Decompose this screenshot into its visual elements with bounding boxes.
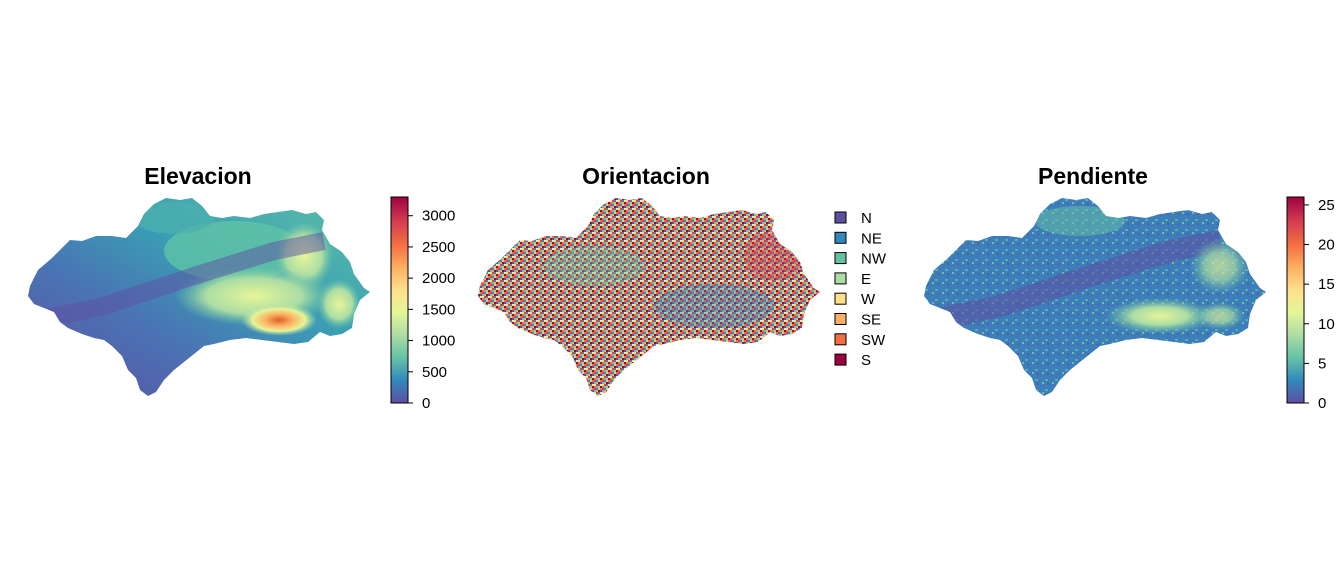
colorbar-ramp bbox=[390, 196, 409, 404]
aspect-raster bbox=[478, 198, 820, 396]
colorbar-tick-label: 500 bbox=[422, 364, 447, 381]
panel-orientacion: Orientacion N NE NW EW SE SW S bbox=[478, 163, 887, 396]
colorbar-tick-label: 10 bbox=[1318, 316, 1335, 333]
legend-label: S bbox=[861, 352, 871, 369]
slope-colorbar: 0 5 10 15 20 25 bbox=[1286, 196, 1335, 412]
slope-raster bbox=[924, 198, 1266, 396]
colorbar-ticks: 0 500 1000 1500 2000 2500 3000 bbox=[408, 208, 455, 412]
colorbar-ramp bbox=[1286, 196, 1305, 404]
colorbar-tick-label: 3000 bbox=[422, 208, 455, 225]
colorbar-tick-label: 1000 bbox=[422, 333, 455, 350]
legend-swatch bbox=[834, 333, 847, 346]
colorbar-tick-label: 2000 bbox=[422, 270, 455, 287]
legend-label: NW bbox=[861, 251, 887, 268]
colorbar-tick-label: 1500 bbox=[422, 301, 455, 318]
panel-title: Orientacion bbox=[582, 163, 710, 189]
colorbar-tick-label: 0 bbox=[1318, 395, 1326, 412]
colorbar-tick-label: 2500 bbox=[422, 239, 455, 256]
panel-title: Pendiente bbox=[1038, 163, 1148, 189]
legend-label: E bbox=[861, 271, 871, 288]
panel-title: Elevacion bbox=[144, 163, 251, 189]
panel-pendiente: Pendiente 0 5 10 15 20 25 bbox=[924, 163, 1335, 412]
legend-label: W bbox=[861, 291, 876, 308]
legend-swatch bbox=[834, 353, 847, 366]
legend-label: SW bbox=[861, 332, 886, 349]
legend-swatch bbox=[834, 313, 847, 325]
legend-swatch bbox=[834, 211, 847, 224]
elevation-colorbar: 0 500 1000 1500 2000 2500 3000 bbox=[390, 196, 455, 412]
legend-swatch bbox=[834, 252, 847, 265]
panel-elevacion: Elevacion 0 500 1000 1500 2000 2500 3000 bbox=[28, 163, 455, 412]
colorbar-tick-label: 5 bbox=[1318, 355, 1326, 372]
elevation-raster bbox=[28, 198, 370, 396]
colorbar-ticks: 0 5 10 15 20 25 bbox=[1304, 197, 1335, 412]
legend-label: NE bbox=[861, 230, 882, 247]
legend-label: SE bbox=[861, 312, 881, 329]
colorbar-tick-label: 15 bbox=[1318, 276, 1335, 293]
legend-swatch bbox=[834, 292, 847, 305]
aspect-legend: N NE NW EW SE SW S bbox=[834, 210, 887, 369]
legend-label: N bbox=[861, 210, 872, 227]
colorbar-tick-label: 25 bbox=[1318, 197, 1335, 214]
colorbar-tick-label: 0 bbox=[422, 395, 430, 412]
legend-swatch bbox=[834, 272, 847, 285]
legend-swatch bbox=[834, 231, 847, 244]
colorbar-tick-label: 20 bbox=[1318, 237, 1335, 254]
